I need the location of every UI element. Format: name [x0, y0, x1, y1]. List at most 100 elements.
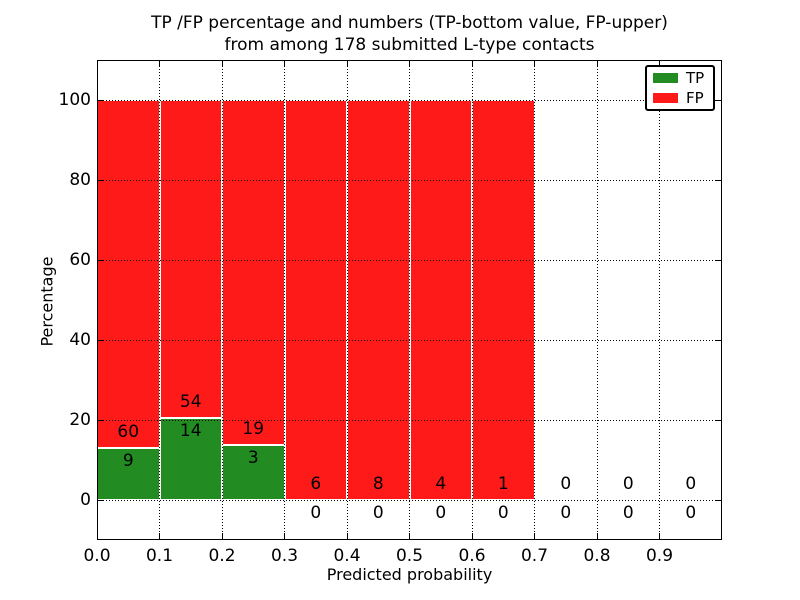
tick-x-top-1 [159, 61, 160, 67]
count-label-tp-3: 0 [310, 503, 322, 523]
legend-item-tp: TP [653, 68, 707, 87]
x-tick-label-2: 0.2 [208, 546, 236, 566]
y-tick-label-2: 40 [69, 330, 91, 350]
tick-x-top-5 [409, 61, 410, 67]
y-tick-label-0: 0 [80, 490, 91, 510]
tick-x-top-7 [534, 61, 535, 67]
gridline-y-40 [97, 339, 722, 341]
tick-y-right-0 [715, 499, 721, 501]
tick-x-bottom-2 [221, 533, 223, 539]
y-axis-label: Percentage [37, 256, 57, 347]
count-label-tp-4: 0 [372, 503, 384, 523]
bar-tp-0 [97, 447, 160, 500]
count-label-fp-2: 19 [242, 419, 265, 440]
x-tick-label-1: 0.1 [145, 546, 174, 566]
count-label-tp-1: 14 [179, 420, 202, 441]
tick-y-left-2 [98, 339, 104, 341]
tick-y-right-1 [715, 419, 721, 421]
tick-y-right-3 [715, 259, 721, 261]
tick-x-top-6 [471, 61, 473, 67]
gridline-x-0.5 [409, 60, 410, 540]
chart-title-line2: from among 178 submitted L-type contacts [224, 35, 595, 55]
tick-x-bottom-1 [159, 533, 160, 539]
bar-fp-2 [222, 100, 285, 446]
gridline-x-0.3 [284, 60, 285, 540]
count-label-fp-4: 8 [372, 474, 384, 494]
count-label-tp-6: 0 [497, 503, 509, 523]
tick-y-left-1 [98, 419, 104, 421]
tick-y-left-3 [98, 259, 104, 261]
tick-x-bottom-6 [471, 533, 473, 539]
y-tick-label-3: 60 [69, 250, 91, 270]
gridline-y-100 [97, 99, 722, 101]
gridline-x-0.1 [159, 60, 160, 540]
tick-y-left-0 [98, 499, 104, 501]
count-label-fp-5: 4 [435, 474, 447, 494]
tick-x-top-9 [659, 61, 660, 67]
tick-y-left-5 [98, 99, 104, 101]
gridline-x-0.8 [596, 60, 598, 540]
count-label-fp-7: 0 [560, 474, 572, 494]
tick-x-bottom-3 [284, 533, 285, 539]
bar-fp-6 [472, 100, 535, 500]
count-label-tp-9: 0 [685, 503, 697, 523]
chart-title: TP /FP percentage and numbers (TP-bottom… [97, 12, 722, 56]
count-label-fp-8: 0 [622, 474, 634, 494]
y-tick-label-5: 100 [58, 90, 91, 110]
gridline-y-20 [97, 419, 722, 421]
gridline-x-0.7 [534, 60, 535, 540]
legend: TP FP [645, 65, 715, 111]
bar-fp-1 [159, 100, 222, 418]
legend-item-fp: FP [653, 88, 707, 107]
tick-x-top-2 [221, 61, 223, 67]
x-tick-label-4: 0.4 [333, 546, 361, 566]
tick-x-top-3 [284, 61, 285, 67]
x-tick-label-5: 0.5 [395, 546, 424, 566]
x-tick-label-6: 0.6 [458, 546, 486, 566]
count-label-fp-3: 6 [310, 474, 322, 494]
count-label-fp-6: 1 [497, 474, 509, 494]
tick-x-bottom-0 [96, 533, 98, 539]
tick-x-top-4 [346, 61, 348, 67]
x-tick-label-3: 0.3 [270, 546, 299, 566]
count-label-tp-5: 0 [435, 503, 447, 523]
gridline-y-60 [97, 259, 722, 261]
gridline-y-0 [97, 499, 722, 501]
gridline-y-80 [97, 179, 722, 181]
tick-x-top-8 [596, 61, 598, 67]
legend-swatch-fp-red [653, 93, 678, 103]
bar-fp-0 [97, 100, 160, 448]
count-label-tp-2: 3 [247, 448, 259, 469]
count-label-fp-0: 60 [117, 421, 140, 442]
gridline-x-0.4 [346, 60, 348, 540]
x-tick-label-9: 0.9 [645, 546, 674, 566]
x-tick-label-8: 0.8 [583, 546, 611, 566]
tick-x-top-0 [96, 61, 98, 67]
count-label-fp-9: 0 [685, 474, 697, 494]
tick-x-bottom-4 [346, 533, 348, 539]
x-tick-label-7: 0.7 [520, 546, 549, 566]
gridline-x-0.9 [659, 60, 660, 540]
tick-y-right-2 [715, 339, 721, 341]
tick-x-bottom-8 [596, 533, 598, 539]
legend-label-fp: FP [686, 88, 704, 107]
tick-y-right-4 [715, 179, 721, 181]
count-label-fp-1: 54 [179, 391, 202, 412]
y-tick-label-4: 80 [69, 170, 91, 190]
bar-fp-5 [409, 100, 472, 500]
tick-y-right-5 [715, 99, 721, 101]
legend-swatch-tp-green [653, 73, 678, 83]
count-label-tp-7: 0 [560, 503, 572, 523]
x-axis-label: Predicted probability [326, 565, 493, 584]
tick-x-bottom-7 [534, 533, 535, 539]
bar-fp-4 [347, 100, 410, 500]
bar-tp-1 [159, 417, 222, 500]
legend-label-tp: TP [686, 68, 705, 87]
tick-x-bottom-5 [409, 533, 410, 539]
chart-title-line1: TP /FP percentage and numbers (TP-bottom… [151, 13, 668, 33]
gridline-x-0.6 [471, 60, 473, 540]
gridline-x-0.2 [221, 60, 223, 540]
tick-y-left-4 [98, 179, 104, 181]
